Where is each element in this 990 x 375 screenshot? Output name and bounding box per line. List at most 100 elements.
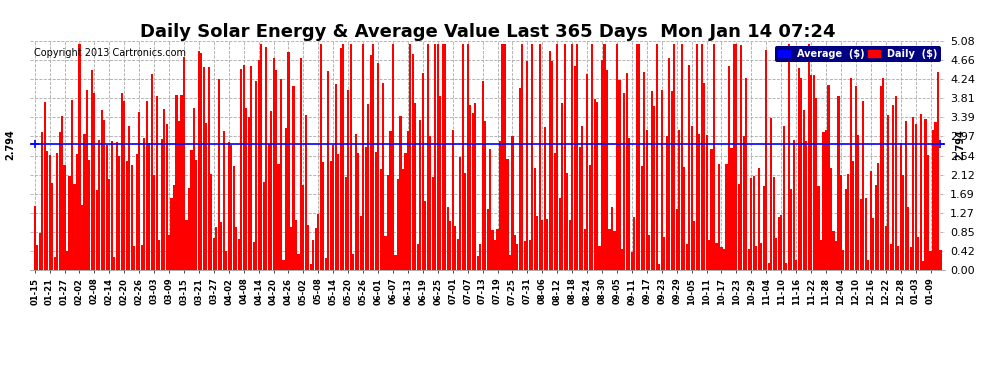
Bar <box>71 100 73 270</box>
Bar <box>668 58 670 270</box>
Bar <box>163 109 165 270</box>
Bar <box>246 108 248 270</box>
Bar <box>226 251 228 270</box>
Bar <box>813 75 815 270</box>
Bar <box>155 96 157 270</box>
Bar <box>736 44 738 270</box>
Bar <box>644 72 645 270</box>
Bar <box>68 176 70 270</box>
Bar <box>213 238 215 270</box>
Bar <box>624 93 626 270</box>
Bar <box>343 44 345 270</box>
Bar <box>106 145 108 270</box>
Bar <box>387 174 389 270</box>
Bar <box>810 75 812 270</box>
Bar <box>277 164 279 270</box>
Bar <box>588 165 591 270</box>
Bar <box>793 140 795 270</box>
Bar <box>747 249 749 270</box>
Text: 2.794: 2.794 <box>955 129 965 160</box>
Bar <box>352 254 354 270</box>
Bar <box>208 66 210 270</box>
Bar <box>825 130 827 270</box>
Bar <box>265 46 267 270</box>
Bar <box>890 244 892 270</box>
Bar <box>392 44 394 270</box>
Bar <box>454 226 456 270</box>
Bar <box>780 215 782 270</box>
Bar <box>686 244 688 270</box>
Bar <box>394 255 397 270</box>
Bar <box>586 74 588 270</box>
Bar <box>859 199 862 270</box>
Bar <box>820 240 822 270</box>
Bar <box>116 142 118 270</box>
Bar <box>910 248 912 270</box>
Bar <box>544 127 545 270</box>
Bar <box>397 179 399 270</box>
Bar <box>870 171 872 270</box>
Bar <box>44 102 46 270</box>
Bar <box>476 256 479 270</box>
Bar <box>98 140 100 270</box>
Bar <box>479 244 481 270</box>
Bar <box>349 44 351 270</box>
Bar <box>369 55 371 270</box>
Bar <box>134 246 136 270</box>
Bar <box>345 177 346 270</box>
Bar <box>905 120 907 270</box>
Bar <box>330 161 332 270</box>
Bar <box>437 44 439 270</box>
Bar <box>302 184 305 270</box>
Bar <box>333 145 335 270</box>
Bar <box>551 61 553 270</box>
Bar <box>328 71 330 270</box>
Bar <box>576 44 578 270</box>
Bar <box>838 96 840 270</box>
Bar <box>183 57 185 270</box>
Bar <box>252 242 254 270</box>
Bar <box>532 44 534 270</box>
Bar <box>755 246 757 270</box>
Bar <box>290 227 292 270</box>
Bar <box>745 78 747 270</box>
Bar <box>578 147 581 270</box>
Bar <box>417 244 419 270</box>
Bar <box>78 44 80 270</box>
Bar <box>93 93 95 270</box>
Bar <box>830 168 832 270</box>
Bar <box>123 101 126 270</box>
Title: Daily Solar Energy & Average Value Last 365 Days  Mon Jan 14 07:24: Daily Solar Energy & Average Value Last … <box>140 23 836 41</box>
Bar <box>435 44 437 270</box>
Bar <box>798 68 800 270</box>
Bar <box>716 243 718 270</box>
Bar <box>63 165 65 270</box>
Bar <box>420 120 422 270</box>
Bar <box>178 121 180 270</box>
Bar <box>310 264 312 270</box>
Bar <box>507 159 509 270</box>
Bar <box>693 221 695 270</box>
Bar <box>897 246 899 270</box>
Bar <box>655 44 657 270</box>
Bar <box>496 228 499 270</box>
Bar <box>772 177 775 270</box>
Bar <box>236 227 238 270</box>
Bar <box>606 70 608 270</box>
Bar <box>484 121 486 270</box>
Bar <box>563 44 565 270</box>
Bar <box>402 169 404 270</box>
Bar <box>902 175 904 270</box>
Bar <box>469 105 471 270</box>
Bar <box>445 44 446 270</box>
Bar <box>568 220 571 270</box>
Bar <box>867 260 869 270</box>
Bar <box>150 74 152 270</box>
Bar <box>168 235 170 270</box>
Bar <box>553 153 555 270</box>
Bar <box>270 111 272 270</box>
Bar <box>900 143 902 270</box>
Bar <box>88 160 90 270</box>
Bar <box>121 93 123 270</box>
Bar <box>220 222 223 270</box>
